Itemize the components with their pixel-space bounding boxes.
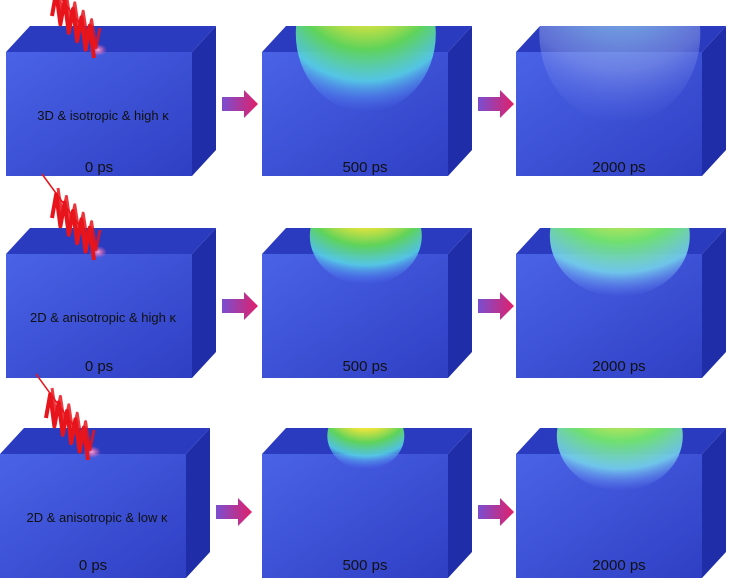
block-side-face xyxy=(448,428,472,578)
arrow-right-icon xyxy=(222,90,258,118)
block-top-face xyxy=(6,228,216,254)
heat-distribution xyxy=(539,26,701,124)
block-front-face xyxy=(0,454,186,578)
sample-block xyxy=(0,373,210,578)
arrow-right-icon xyxy=(478,292,514,320)
row-1 xyxy=(6,0,726,176)
time-label: 2000 ps xyxy=(592,159,645,176)
laser-pulse-icon xyxy=(41,173,102,261)
block-front-face xyxy=(6,52,192,176)
heat-distribution xyxy=(295,26,436,112)
heat-distribution xyxy=(549,228,690,297)
time-label: 0 ps xyxy=(85,159,113,176)
block-side-face xyxy=(192,26,216,176)
block-side-face xyxy=(192,228,216,378)
block-top-face xyxy=(6,26,216,52)
sample-block xyxy=(516,428,726,578)
heat-distribution xyxy=(556,428,683,491)
condition-label: 3D & isotropic & high κ xyxy=(37,108,169,123)
block-side-face xyxy=(702,26,726,176)
arrow-right-icon xyxy=(222,292,258,320)
time-label: 500 ps xyxy=(342,159,387,176)
time-label: 0 ps xyxy=(79,557,107,574)
sample-block xyxy=(6,173,216,378)
time-label: 2000 ps xyxy=(592,358,645,375)
sample-block xyxy=(262,26,472,176)
sample-block xyxy=(516,26,726,176)
block-front-face xyxy=(6,254,192,378)
condition-label: 2D & anisotropic & low κ xyxy=(27,510,168,525)
block-side-face xyxy=(448,228,472,378)
sample-block xyxy=(262,428,472,578)
laser-pulse-icon xyxy=(50,0,102,59)
arrow-right-icon xyxy=(216,498,252,526)
time-label: 2000 ps xyxy=(592,557,645,574)
arrow-right-icon xyxy=(478,498,514,526)
block-front-face xyxy=(262,454,448,578)
heat-distribution xyxy=(309,228,422,285)
row-3 xyxy=(0,373,726,578)
block-side-face xyxy=(702,428,726,578)
arrow-right-icon xyxy=(478,90,514,118)
block-side-face xyxy=(186,428,210,578)
sample-block xyxy=(262,228,472,378)
row-2 xyxy=(6,173,726,378)
block-side-face xyxy=(448,26,472,176)
sample-block xyxy=(516,228,726,378)
time-label: 0 ps xyxy=(85,358,113,375)
time-label: 500 ps xyxy=(342,358,387,375)
condition-label: 2D & anisotropic & high κ xyxy=(30,310,176,325)
laser-pulse-icon xyxy=(35,373,96,461)
sample-block xyxy=(6,0,216,176)
block-top-face xyxy=(0,428,210,454)
heat-distribution xyxy=(327,428,405,470)
block-side-face xyxy=(702,228,726,378)
time-label: 500 ps xyxy=(342,557,387,574)
